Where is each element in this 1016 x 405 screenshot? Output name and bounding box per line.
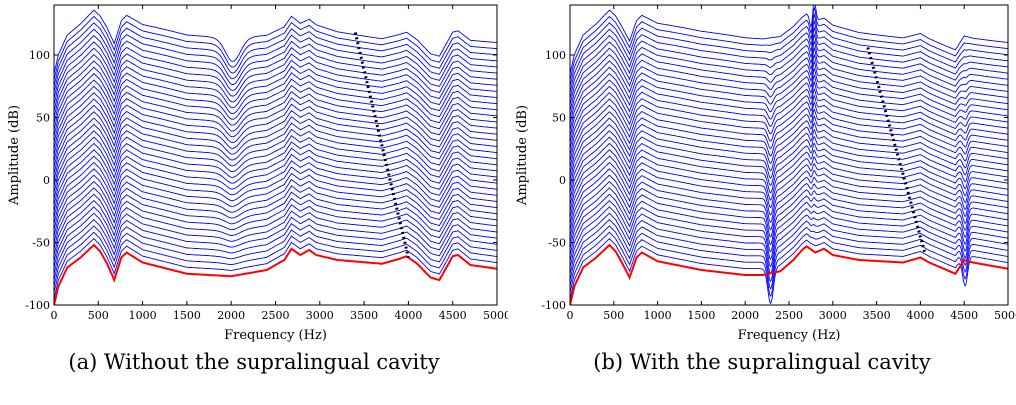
y-tick-label: 0 xyxy=(43,174,50,187)
y-tick-label: 50 xyxy=(36,112,50,125)
chart-a-svg: 0 500 1000 1500 2000 2500 3000 3500 4000 4500 5000… xyxy=(0,0,508,345)
plot-area xyxy=(54,10,497,305)
y-tick-label: -100 xyxy=(541,299,566,312)
chart-panel-a: 0 500 1000 1500 2000 2500 3000 3500 4000 4500 5000… xyxy=(0,0,508,405)
y-tick-label: -50 xyxy=(32,237,50,250)
x-tick-label: 4000 xyxy=(394,309,422,322)
x-tick-label: 3000 xyxy=(306,309,334,322)
x-tick-label: 5000 xyxy=(994,309,1016,322)
chart-b-svg: 0500100015002000250030003500400045005000… xyxy=(508,0,1016,345)
y-tick-label: 0 xyxy=(559,174,566,187)
resonance-marker-line xyxy=(355,33,408,258)
x-tick-label: 500 xyxy=(603,309,624,322)
chart-b-caption: (b) With the supralingual cavity xyxy=(508,350,1016,374)
y-tick-label: 50 xyxy=(552,112,566,125)
y-tick-label: 100 xyxy=(545,49,566,62)
x-tick-label: 0 xyxy=(51,309,58,322)
x-tick-label: 1000 xyxy=(129,309,157,322)
x-tick-label: 3000 xyxy=(819,309,847,322)
x-tick-label: 2500 xyxy=(775,309,803,322)
y-tick-label: 100 xyxy=(29,49,50,62)
x-tick-label: 4500 xyxy=(439,309,467,322)
y-axis-label: Amplitude (dB) xyxy=(515,105,530,206)
x-tick-label: 500 xyxy=(88,309,109,322)
x-tick-label: 4500 xyxy=(950,309,978,322)
plot-area xyxy=(570,1,1008,305)
x-tick-label: 0 xyxy=(567,309,574,322)
x-tick-label: 1500 xyxy=(687,309,715,322)
x-axis-label: Frequency (Hz) xyxy=(224,328,327,343)
x-tick-label: 2000 xyxy=(217,309,245,322)
x-tick-label: 2500 xyxy=(262,309,290,322)
chart-panel-b: 0500100015002000250030003500400045005000… xyxy=(508,0,1016,405)
x-tick-label: 3500 xyxy=(350,309,378,322)
chart-a-caption: (a) Without the supralingual cavity xyxy=(0,350,508,374)
y-tick-label: -100 xyxy=(25,299,50,312)
x-tick-label: 5000 xyxy=(483,309,508,322)
y-tick-label: -50 xyxy=(548,237,566,250)
x-tick-label: 2000 xyxy=(731,309,759,322)
x-tick-label: 4000 xyxy=(906,309,934,322)
x-tick-label: 3500 xyxy=(863,309,891,322)
y-axis-label: Amplitude (dB) xyxy=(7,105,22,206)
x-tick-label: 1500 xyxy=(173,309,201,322)
x-axis-label: Frequency (Hz) xyxy=(738,328,841,343)
x-tick-label: 1000 xyxy=(644,309,672,322)
